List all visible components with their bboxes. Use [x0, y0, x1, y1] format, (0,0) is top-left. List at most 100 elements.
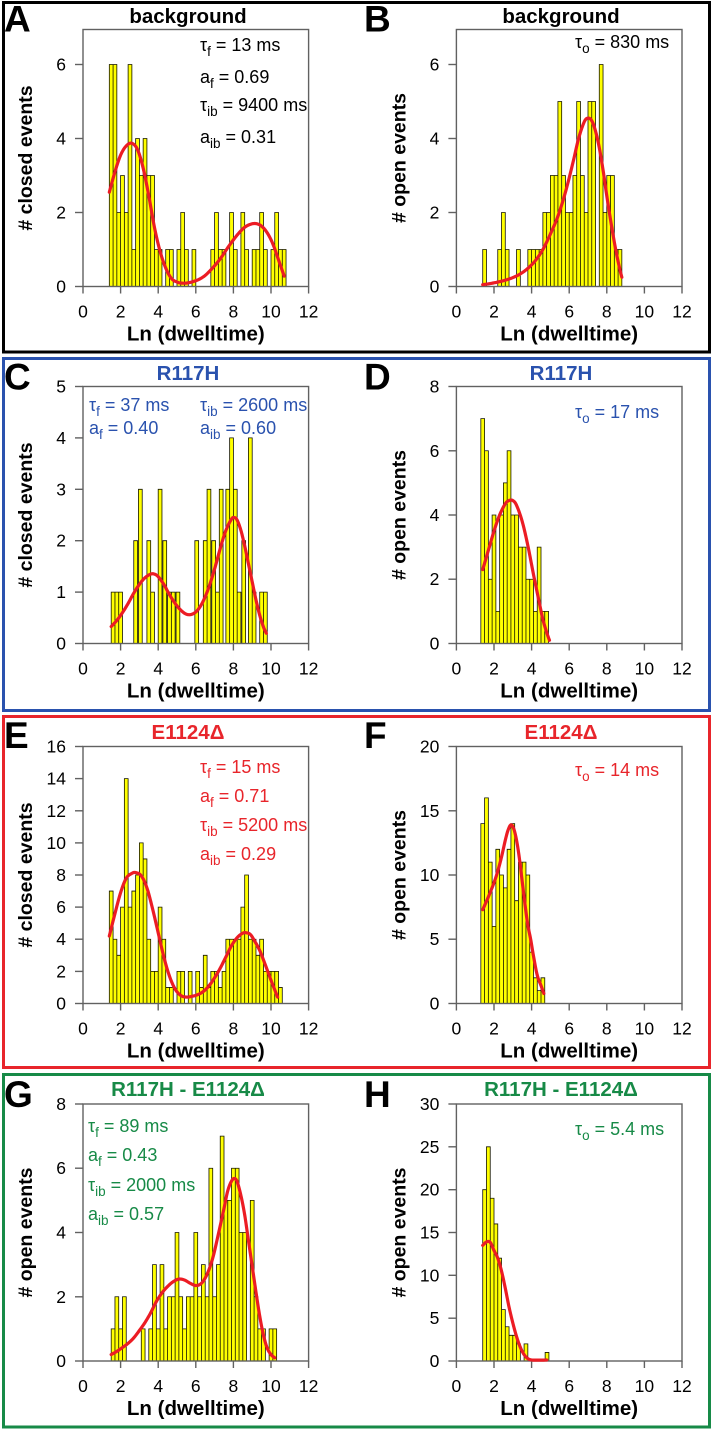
svg-text:5: 5: [430, 1308, 440, 1328]
svg-text:25: 25: [420, 1137, 439, 1157]
svg-text:12: 12: [47, 801, 66, 821]
svg-text:0: 0: [452, 1019, 462, 1039]
svg-text:Ln (dwelltime): Ln (dwelltime): [500, 323, 638, 346]
svg-text:aib​ = 0.31: aib​ = 0.31: [200, 127, 276, 151]
svg-text:# open events: # open events: [388, 810, 410, 940]
svg-text:0: 0: [56, 1351, 66, 1371]
svg-text:15: 15: [420, 801, 439, 821]
svg-text:0: 0: [78, 302, 88, 322]
svg-text:τf​ = 15 ms: τf​ = 15 ms: [200, 757, 280, 781]
svg-text:2: 2: [489, 1019, 499, 1039]
svg-text:10: 10: [261, 659, 281, 679]
svg-text:Ln (dwelltime): Ln (dwelltime): [127, 680, 265, 703]
svg-text:D: D: [364, 357, 391, 398]
svg-text:aib​ = 0.60: aib​ = 0.60: [200, 418, 276, 442]
svg-text:10: 10: [635, 302, 655, 322]
svg-text:12: 12: [299, 1019, 318, 1039]
svg-text:8: 8: [229, 302, 239, 322]
svg-text:F: F: [364, 715, 387, 756]
svg-text:10: 10: [635, 1376, 655, 1396]
svg-text:R117H - E1124Δ: R117H - E1124Δ: [484, 1078, 638, 1101]
svg-text:10: 10: [261, 1019, 281, 1039]
svg-text:14: 14: [47, 769, 67, 789]
svg-text:2: 2: [116, 659, 126, 679]
svg-text:16: 16: [47, 737, 66, 757]
svg-text:6: 6: [56, 55, 66, 75]
svg-text:A: A: [4, 0, 31, 40]
svg-text:6: 6: [191, 1376, 201, 1396]
svg-text:6: 6: [191, 659, 201, 679]
svg-text:12: 12: [299, 302, 318, 322]
svg-text:# closed events: # closed events: [15, 85, 37, 230]
svg-text:4: 4: [153, 1376, 163, 1396]
svg-text:0: 0: [452, 1376, 462, 1396]
svg-text:6: 6: [430, 55, 440, 75]
svg-text:Ln (dwelltime): Ln (dwelltime): [127, 323, 265, 346]
svg-text:8: 8: [602, 302, 612, 322]
svg-text:Ln (dwelltime): Ln (dwelltime): [127, 1040, 265, 1063]
svg-text:0: 0: [78, 1376, 88, 1396]
svg-text:0: 0: [430, 277, 440, 297]
svg-text:10: 10: [420, 1265, 440, 1285]
svg-text:2: 2: [430, 203, 440, 223]
svg-text:6: 6: [191, 302, 201, 322]
svg-text:4: 4: [527, 1376, 537, 1396]
svg-text:12: 12: [672, 1019, 691, 1039]
svg-text:10: 10: [47, 833, 67, 853]
svg-text:0: 0: [78, 659, 88, 679]
svg-text:2: 2: [489, 1376, 499, 1396]
svg-text:B: B: [364, 0, 391, 40]
svg-text:τib​ = 2000 ms: τib​ = 2000 ms: [88, 1175, 195, 1199]
svg-text:τf​ = 13 ms: τf​ = 13 ms: [200, 35, 280, 59]
svg-text:4: 4: [56, 428, 66, 448]
svg-text:8: 8: [229, 1376, 239, 1396]
svg-text:8: 8: [602, 1376, 612, 1396]
svg-text:5: 5: [430, 929, 440, 949]
svg-text:6: 6: [430, 441, 440, 461]
svg-text:4: 4: [56, 1223, 66, 1243]
svg-text:0: 0: [452, 659, 462, 679]
svg-text:8: 8: [430, 377, 440, 397]
svg-text:R117H: R117H: [157, 362, 220, 385]
svg-text:20: 20: [420, 1180, 440, 1200]
svg-text:10: 10: [261, 302, 281, 322]
svg-text:G: G: [4, 1074, 33, 1115]
svg-text:τo​ = 17 ms: τo​ = 17 ms: [575, 402, 659, 426]
svg-text:background: background: [129, 5, 246, 28]
svg-text:0: 0: [430, 994, 440, 1014]
svg-text:aib​ = 0.57: aib​ = 0.57: [88, 1204, 164, 1228]
svg-text:Ln (dwelltime): Ln (dwelltime): [500, 680, 638, 703]
svg-text:2: 2: [56, 531, 66, 551]
svg-text:8: 8: [602, 1019, 612, 1039]
svg-text:8: 8: [56, 865, 66, 885]
svg-text:Ln (dwelltime): Ln (dwelltime): [500, 1040, 638, 1063]
svg-text:6: 6: [191, 1019, 201, 1039]
svg-text:af​ = 0.69: af​ = 0.69: [200, 67, 269, 91]
svg-text:6: 6: [564, 659, 574, 679]
svg-text:4: 4: [527, 659, 537, 679]
svg-text:4: 4: [153, 659, 163, 679]
svg-text:af​ = 0.43: af​ = 0.43: [88, 1145, 157, 1169]
svg-text:2: 2: [116, 1376, 126, 1396]
svg-text:C: C: [4, 357, 31, 398]
svg-text:2: 2: [116, 1019, 126, 1039]
svg-text:τf​ = 89 ms: τf​ = 89 ms: [88, 1116, 168, 1140]
svg-text:R117H: R117H: [530, 362, 593, 385]
svg-text:15: 15: [420, 1223, 439, 1243]
svg-text:E: E: [4, 715, 29, 756]
svg-text:0: 0: [56, 277, 66, 297]
svg-text:0: 0: [430, 634, 440, 654]
svg-text:10: 10: [420, 865, 440, 885]
svg-text:τib​ = 9400 ms: τib​ = 9400 ms: [200, 95, 307, 119]
svg-text:6: 6: [564, 302, 574, 322]
svg-text:4: 4: [527, 1019, 537, 1039]
svg-text:4: 4: [430, 129, 440, 149]
svg-text:aib​ = 0.29: aib​ = 0.29: [200, 844, 276, 868]
svg-text:0: 0: [78, 1019, 88, 1039]
svg-text:# open events: # open events: [388, 450, 410, 580]
svg-text:τf​ = 37 ms: τf​ = 37 ms: [89, 395, 169, 419]
svg-text:10: 10: [261, 1376, 281, 1396]
svg-text:6: 6: [56, 1158, 66, 1178]
svg-text:12: 12: [672, 659, 691, 679]
svg-text:4: 4: [56, 929, 66, 949]
